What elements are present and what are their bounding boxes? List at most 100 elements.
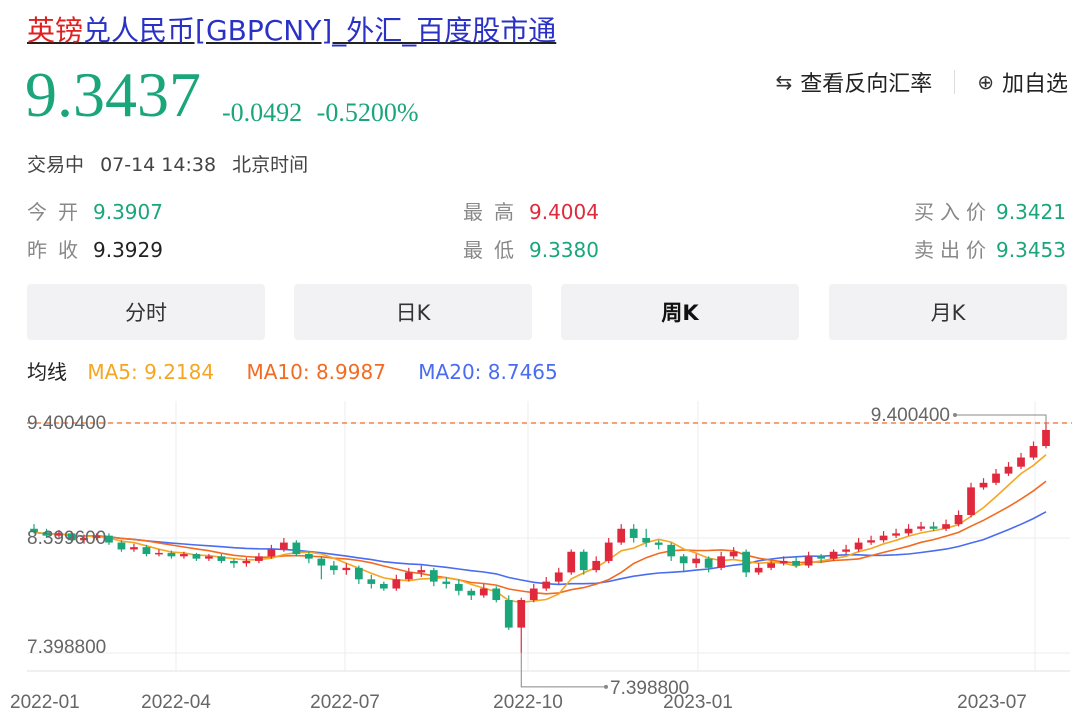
candle-body <box>767 563 776 568</box>
candle-body <box>55 533 63 536</box>
quote-actions: ⇆ 查看反向汇率 ⊕ 加自选 <box>775 66 1068 98</box>
candle-body <box>542 581 551 589</box>
candle-body <box>454 583 463 591</box>
x-tick-label: 2023-01 <box>663 692 733 713</box>
moving-average-legend: 均线 MA5: 9.2184 MA10: 8.9987 MA20: 8.7465 <box>27 356 584 385</box>
trading-state: 交易中 <box>27 154 85 176</box>
tab-intraday[interactable]: 分时 <box>27 284 265 340</box>
candle-body <box>217 556 226 561</box>
stats-row-1: 今开 9.3907 最高 9.4004 买入价 9.3421 <box>27 196 1066 226</box>
stat-ask-label: 卖出价 <box>914 238 993 262</box>
candle-body <box>529 588 538 601</box>
stat-high-value: 9.4004 <box>529 200 599 224</box>
candle-body <box>142 547 151 555</box>
x-tick-label: 2022-07 <box>310 692 380 713</box>
stat-open-value: 9.3907 <box>93 200 163 224</box>
page-title-link[interactable]: 英镑兑人民币[GBPCNY]_外汇_百度股市通 <box>27 12 556 50</box>
reverse-rate-button[interactable]: ⇆ 查看反向汇率 <box>775 66 932 98</box>
trading-status: 交易中 07-14 14:38 北京时间 <box>27 150 318 177</box>
swap-arrows-icon: ⇆ <box>775 70 793 94</box>
candle-body <box>667 544 676 557</box>
extreme-markers: 9.400400 7.398800 <box>27 405 1072 699</box>
action-divider <box>954 70 956 94</box>
candle-body <box>429 570 438 582</box>
stat-ask-value: 9.3453 <box>996 238 1066 262</box>
change-percent: -0.5200% <box>316 98 419 127</box>
candle-body <box>367 579 376 584</box>
candle-body <box>717 556 726 568</box>
moving-average-lines <box>33 454 1047 604</box>
time-zone: 北京时间 <box>232 154 309 176</box>
candle-body <box>317 558 326 566</box>
add-watchlist-button[interactable]: ⊕ 加自选 <box>977 66 1068 98</box>
x-tick-label: 2023-07 <box>957 692 1027 713</box>
x-tick-label: 2022-10 <box>493 692 563 713</box>
stat-low-label: 最低 <box>463 238 525 262</box>
stats-row-2: 昨收 9.3929 最低 9.3380 卖出价 9.3453 <box>27 234 1066 264</box>
candle-body <box>354 567 363 580</box>
candle-body <box>854 542 863 550</box>
candle-body <box>467 590 476 596</box>
ma10-line <box>33 480 1047 595</box>
ma20-line <box>33 511 1047 586</box>
candle-body <box>517 600 526 628</box>
stat-prev-close-value: 9.3929 <box>93 238 163 262</box>
candle-body <box>1004 466 1013 474</box>
max-marker-label: 9.400400 <box>871 405 950 426</box>
add-watchlist-label: 加自选 <box>1001 72 1068 97</box>
chart-period-tabs: 分时 日K 周K 月K <box>27 284 1067 340</box>
candle-body <box>729 551 738 557</box>
candle-body <box>992 473 1000 483</box>
stat-ask: 卖出价 9.3453 <box>914 234 1066 263</box>
change-value: -0.0492 <box>222 98 303 127</box>
stat-low-value: 9.3380 <box>529 238 599 262</box>
x-axis-labels: 2022-01 2022-04 2022-07 2022-10 2023-01 2023-… <box>10 692 1027 713</box>
stat-high: 最高 9.4004 <box>463 196 599 225</box>
candle-body <box>304 554 313 559</box>
y-tick-label: 9.400400 <box>27 413 106 434</box>
tab-weekly-k[interactable]: 周K <box>561 284 799 340</box>
candle-body <box>567 551 576 573</box>
candle-body <box>779 560 788 564</box>
candle-body <box>267 549 276 557</box>
candle-body <box>242 560 251 564</box>
candle-body <box>892 533 900 536</box>
y-tick-label: 8.399600 <box>27 528 106 549</box>
tab-daily-k[interactable]: 日K <box>294 284 532 340</box>
candle-body <box>679 556 688 564</box>
stat-open-label: 今开 <box>27 200 89 224</box>
tab-monthly-k[interactable]: 月K <box>829 284 1067 340</box>
candle-body <box>329 565 338 571</box>
candle-body <box>117 542 126 550</box>
stat-bid-label: 买入价 <box>914 200 993 224</box>
max-marker-line <box>955 414 1047 424</box>
candle-body <box>80 537 88 541</box>
candle-body <box>642 537 651 543</box>
candle-body <box>579 551 588 571</box>
candle-body <box>904 528 913 534</box>
stat-bid-value: 9.3421 <box>996 200 1066 224</box>
candles-group <box>30 423 1050 653</box>
candle-body <box>342 567 351 571</box>
candle-body <box>929 526 938 529</box>
candle-body <box>629 528 638 538</box>
candle-body <box>617 528 626 543</box>
candle-body <box>280 542 288 550</box>
candlestick-chart[interactable]: 9.400400 7.398800 9.400400 8.399600 7.39880… <box>0 395 1080 719</box>
candle-body <box>205 556 213 559</box>
candle-body <box>180 554 188 557</box>
current-price: 9.3437 <box>25 59 201 130</box>
candle-body <box>42 532 51 536</box>
candle-body <box>867 540 875 543</box>
max-marker-dot <box>953 413 957 417</box>
candle-body <box>167 552 176 557</box>
stat-open: 今开 9.3907 <box>27 196 163 225</box>
title-currency-part: 英镑 <box>27 14 84 47</box>
candle-body <box>604 542 613 561</box>
min-marker-dot <box>604 684 608 689</box>
ma10-value: MA10: 8.9987 <box>246 360 386 384</box>
candle-body <box>879 535 888 541</box>
candle-body <box>804 556 813 566</box>
ma-label: 均线 <box>27 360 67 384</box>
ma5-line <box>33 454 1047 604</box>
